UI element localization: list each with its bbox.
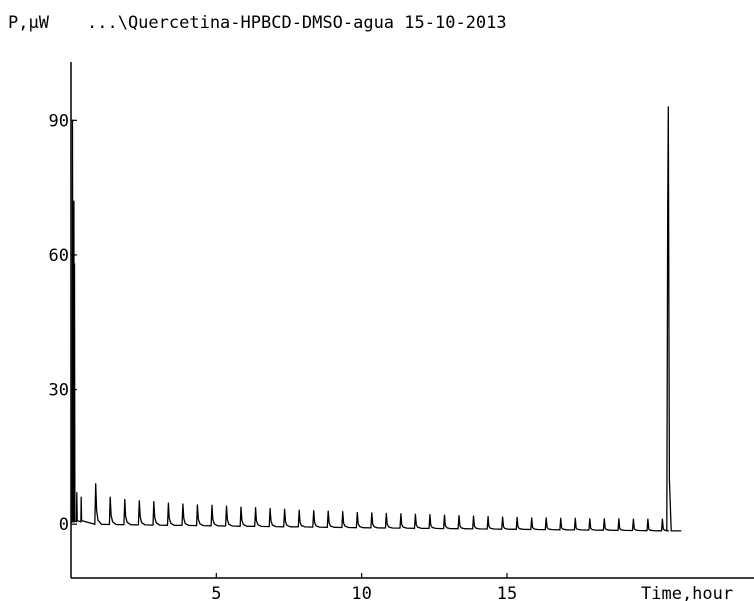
x-tick-label: 15	[497, 584, 517, 601]
y-tick-label: 90	[49, 111, 69, 131]
y-tick-label: 0	[59, 515, 69, 535]
x-tick-labels: 5 10 15	[211, 573, 517, 601]
data-series	[71, 106, 682, 532]
y-tick-label: 60	[49, 246, 69, 266]
y-axis-label: P,µW	[8, 13, 50, 33]
y-tick-labels: 0 30 60 90	[49, 111, 77, 535]
x-tick-label: 10	[351, 584, 371, 601]
chart-title: ...\Quercetina-HPBCD-DMSO-agua 15-10-201…	[87, 13, 507, 33]
x-tick-label: 5	[211, 584, 221, 601]
x-axis-label: Time,hour	[641, 584, 733, 601]
y-tick-label: 30	[49, 381, 69, 401]
power-trace-line	[71, 106, 682, 532]
